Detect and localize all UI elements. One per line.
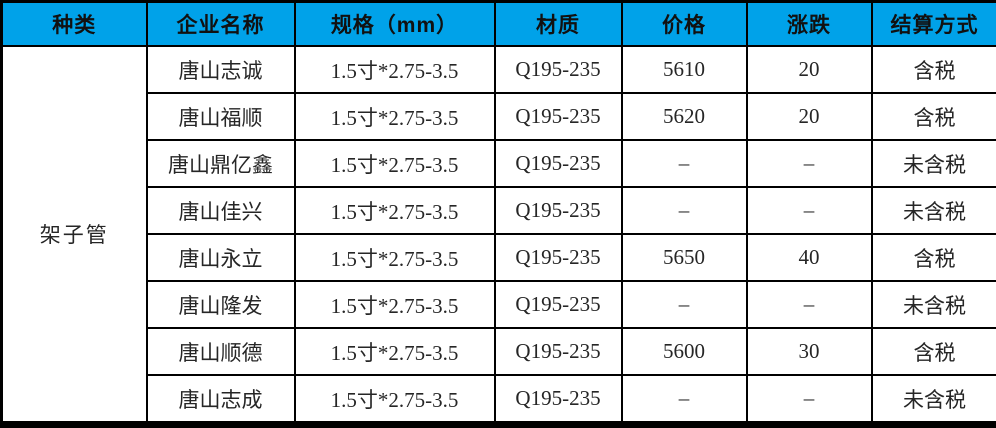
material-cell: Q195-235 bbox=[495, 46, 622, 93]
change-cell: 30 bbox=[747, 328, 872, 375]
company-cell: 唐山志诚 bbox=[147, 46, 295, 93]
price-cell: 5650 bbox=[622, 234, 747, 281]
material-cell: Q195-235 bbox=[495, 234, 622, 281]
material-cell: Q195-235 bbox=[495, 187, 622, 234]
change-cell: – bbox=[747, 281, 872, 328]
company-cell: 唐山顺德 bbox=[147, 328, 295, 375]
company-cell: 唐山鼎亿鑫 bbox=[147, 140, 295, 187]
spec-cell: 1.5寸*2.75-3.5 bbox=[295, 281, 495, 328]
change-cell: 20 bbox=[747, 93, 872, 140]
material-cell: Q195-235 bbox=[495, 140, 622, 187]
settlement-cell: 含税 bbox=[872, 46, 996, 93]
change-cell: – bbox=[747, 140, 872, 187]
settlement-cell: 未含税 bbox=[872, 281, 996, 328]
column-header: 种类 bbox=[2, 2, 147, 47]
material-cell: Q195-235 bbox=[495, 328, 622, 375]
price-cell: – bbox=[622, 281, 747, 328]
settlement-cell: 未含税 bbox=[872, 140, 996, 187]
spec-cell: 1.5寸*2.75-3.5 bbox=[295, 93, 495, 140]
company-cell: 唐山福顺 bbox=[147, 93, 295, 140]
spec-cell: 1.5寸*2.75-3.5 bbox=[295, 187, 495, 234]
price-cell: – bbox=[622, 187, 747, 234]
spec-cell: 1.5寸*2.75-3.5 bbox=[295, 375, 495, 425]
header-row: 种类企业名称规格（mm）材质价格涨跌结算方式 bbox=[2, 2, 996, 47]
change-cell: – bbox=[747, 187, 872, 234]
price-cell: 5610 bbox=[622, 46, 747, 93]
column-header: 结算方式 bbox=[872, 2, 996, 47]
column-header: 企业名称 bbox=[147, 2, 295, 47]
company-cell: 唐山志成 bbox=[147, 375, 295, 425]
column-header: 涨跌 bbox=[747, 2, 872, 47]
change-cell: 40 bbox=[747, 234, 872, 281]
settlement-cell: 未含税 bbox=[872, 187, 996, 234]
material-cell: Q195-235 bbox=[495, 281, 622, 328]
price-cell: – bbox=[622, 140, 747, 187]
settlement-cell: 含税 bbox=[872, 328, 996, 375]
column-header: 规格（mm） bbox=[295, 2, 495, 47]
material-cell: Q195-235 bbox=[495, 375, 622, 425]
spec-cell: 1.5寸*2.75-3.5 bbox=[295, 328, 495, 375]
material-cell: Q195-235 bbox=[495, 93, 622, 140]
column-header: 材质 bbox=[495, 2, 622, 47]
spec-cell: 1.5寸*2.75-3.5 bbox=[295, 234, 495, 281]
spec-cell: 1.5寸*2.75-3.5 bbox=[295, 140, 495, 187]
settlement-cell: 未含税 bbox=[872, 375, 996, 425]
settlement-cell: 含税 bbox=[872, 234, 996, 281]
company-cell: 唐山隆发 bbox=[147, 281, 295, 328]
price-cell: – bbox=[622, 375, 747, 425]
change-cell: 20 bbox=[747, 46, 872, 93]
change-cell: – bbox=[747, 375, 872, 425]
spec-cell: 1.5寸*2.75-3.5 bbox=[295, 46, 495, 93]
category-cell: 架子管 bbox=[2, 46, 147, 425]
company-cell: 唐山佳兴 bbox=[147, 187, 295, 234]
price-cell: 5620 bbox=[622, 93, 747, 140]
price-cell: 5600 bbox=[622, 328, 747, 375]
company-cell: 唐山永立 bbox=[147, 234, 295, 281]
settlement-cell: 含税 bbox=[872, 93, 996, 140]
column-header: 价格 bbox=[622, 2, 747, 47]
